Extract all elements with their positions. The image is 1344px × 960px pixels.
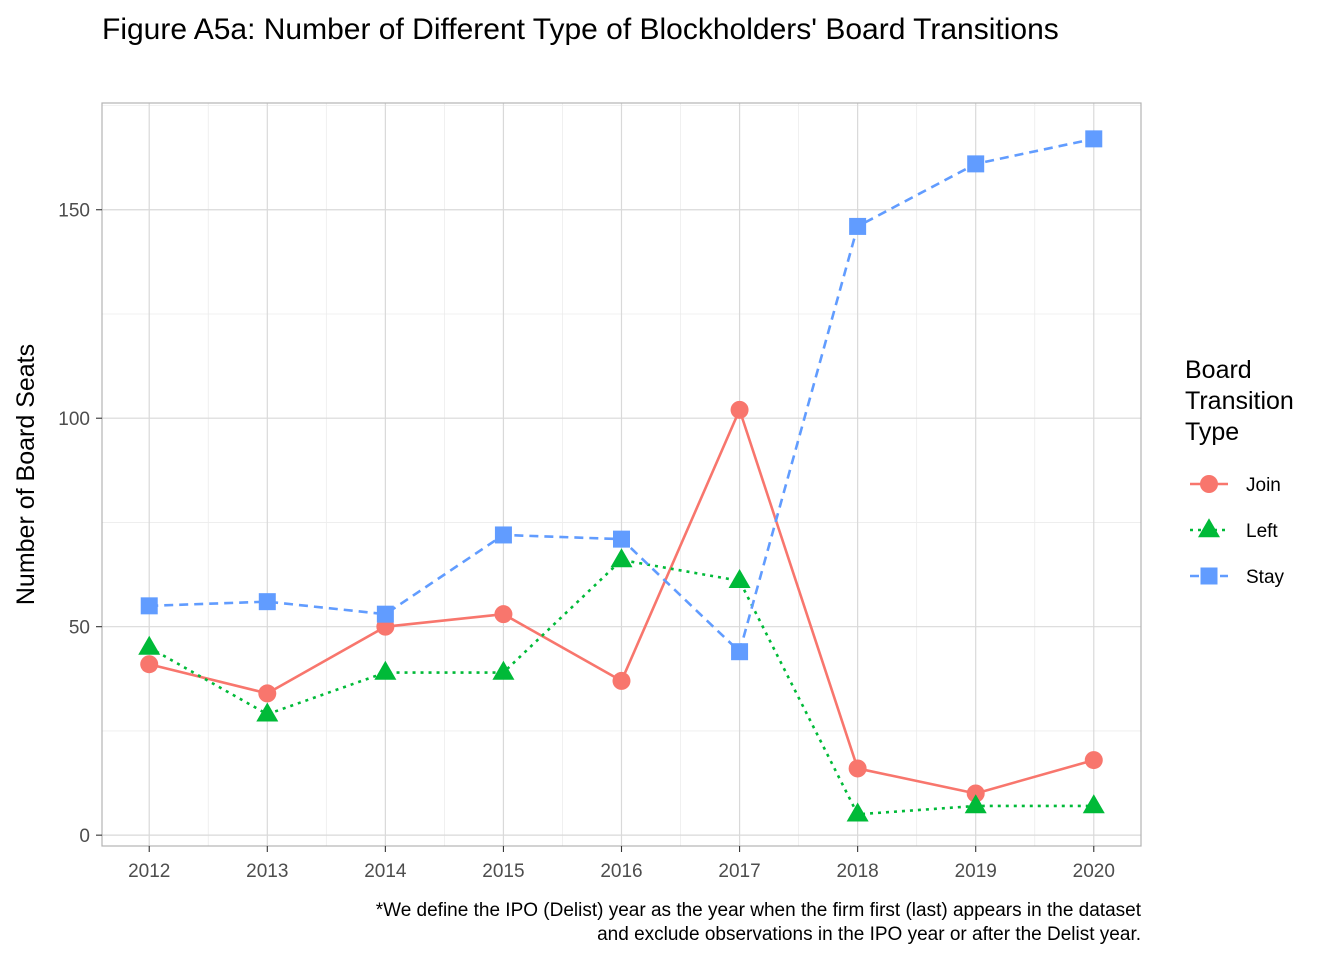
legend-items: Join Left Stay [1190,475,1285,588]
caption-line: and exclude observations in the IPO year… [597,924,1141,945]
data-point-stay [258,593,276,611]
data-point-stay [1085,130,1103,148]
data-point-left [728,569,751,589]
data-point-stay [849,217,867,235]
series-left [138,548,1105,822]
legend-label-stay: Stay [1246,567,1285,588]
legend-item-stay: Stay [1190,567,1285,588]
caption: *We define the IPO (Delist) year as the … [376,900,1142,945]
axes: 2012 2013 2014 2015 2016 2017 2018 2019 2020 0 50 1… [58,201,1115,882]
data-point-left [964,794,987,814]
data-point-stay [731,643,749,661]
data-point-stay [376,605,394,623]
legend-title: Board Transition Type [1185,356,1294,446]
legend-label-join: Join [1246,475,1281,496]
x-tick-label: 2016 [600,861,642,882]
data-point-left [610,548,633,568]
data-point-join [966,784,985,803]
y-tick-label: 0 [79,826,90,847]
legend-item-join: Join [1190,475,1281,496]
data-point-stay [140,597,158,615]
data-point-left [256,702,279,722]
data-point-left [138,635,161,655]
x-tick-label: 2015 [482,861,524,882]
data-point-left [1082,794,1105,814]
data-point-stay [613,530,630,548]
x-tick-label: 2014 [364,861,407,882]
x-tick-label: 2012 [128,861,170,882]
data-point-left [492,660,515,680]
legend-label-left: Left [1246,521,1278,542]
caption-line: *We define the IPO (Delist) year as the … [376,900,1142,921]
y-tick-label: 100 [58,409,90,430]
x-tick-label: 2013 [246,861,288,882]
y-tick-label: 150 [58,201,90,222]
data-point-join [730,400,749,419]
data-point-join [494,605,513,624]
series-stay [140,130,1103,661]
x-tick-label: 2020 [1073,861,1115,882]
data-point-left [846,802,869,822]
x-tick-label: 2018 [836,861,878,882]
data-point-stay [967,155,985,173]
data-point-stay [494,526,512,544]
data-point-join [612,671,631,690]
x-tick-label: 2019 [955,861,997,882]
legend: Board Transition Type Join Left Stay [1185,356,1294,588]
legend-key-marker-stay [1200,567,1218,585]
legend-item-left: Left [1190,518,1278,542]
y-tick-label: 50 [69,618,90,639]
chart-title: Figure A5a: Number of Different Type of … [102,13,1059,46]
y-axis-title: Number of Board Seats [12,344,40,605]
data-point-join [258,684,277,703]
legend-key-marker-left [1198,518,1220,538]
data-point-left [374,660,397,680]
legend-key-marker-join [1200,475,1218,493]
x-tick-label: 2017 [718,861,760,882]
data-point-join [848,759,867,778]
grid-lines [102,103,1141,846]
series-line-left [148,558,1094,816]
data-point-join [1084,751,1103,770]
data-point-join [140,655,159,674]
series-layer [138,130,1105,822]
